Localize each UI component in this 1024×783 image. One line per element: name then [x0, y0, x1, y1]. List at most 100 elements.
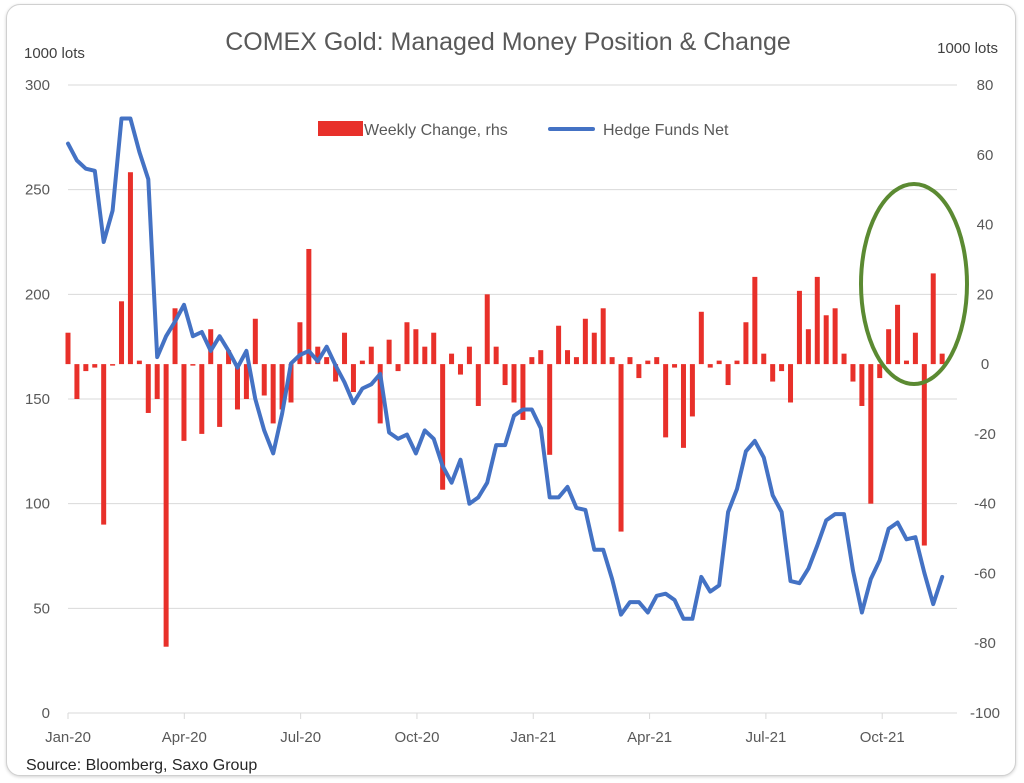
weekly-change-bar: [234, 364, 240, 410]
x-tick-label: Oct-20: [394, 729, 439, 746]
weekly-change-bar: [74, 364, 80, 399]
weekly-change-bar: [127, 172, 133, 365]
chart-frame: [6, 4, 1016, 776]
weekly-change-bars: [65, 172, 945, 647]
left-tick-label: 200: [25, 286, 50, 303]
x-tick-label: Apr-21: [627, 729, 672, 746]
weekly-change-bar: [279, 364, 285, 410]
weekly-change-bar: [636, 364, 642, 379]
left-tick-label: 100: [25, 496, 50, 513]
left-tick-label: 50: [33, 600, 50, 617]
weekly-change-bar: [841, 353, 847, 365]
weekly-change-bar: [297, 322, 303, 365]
x-tick-label: Jan-20: [45, 729, 91, 746]
weekly-change-bar: [270, 364, 276, 424]
weekly-change-bar: [680, 364, 686, 448]
weekly-change-bar: [190, 364, 196, 366]
weekly-change-bar: [466, 346, 472, 365]
weekly-change-bar: [796, 290, 802, 365]
weekly-change-bar: [350, 364, 356, 393]
weekly-change-bar: [921, 364, 927, 546]
weekly-change-bar: [832, 308, 838, 365]
weekly-change-bar: [582, 318, 588, 365]
weekly-change-bar: [377, 364, 383, 424]
weekly-change-bar: [868, 364, 874, 504]
legend: Weekly Change, rhs Hedge Funds Net: [318, 121, 729, 139]
weekly-change-bar: [101, 364, 107, 525]
weekly-change-bar: [252, 318, 258, 365]
weekly-change-bar: [136, 360, 142, 365]
weekly-change-bar: [573, 357, 579, 365]
chart-title: COMEX Gold: Managed Money Position & Cha…: [225, 28, 791, 56]
source-note: Source: Bloomberg, Saxo Group: [26, 757, 257, 774]
weekly-change-bar: [609, 357, 615, 365]
weekly-change-bar: [556, 325, 562, 365]
right-tick-label: 80: [977, 77, 994, 94]
weekly-change-bar: [903, 360, 909, 365]
legend-swatch-weekly-change: [318, 121, 363, 136]
weekly-change-bar: [493, 346, 499, 365]
x-tick-label: Jan-21: [510, 729, 556, 746]
left-tick-label: 150: [25, 391, 50, 408]
weekly-change-bar: [502, 364, 508, 386]
weekly-change-bar: [895, 304, 901, 365]
right-tick-label: 60: [977, 147, 994, 164]
weekly-change-bar: [226, 350, 232, 365]
weekly-change-bar: [600, 308, 606, 365]
weekly-change-bar: [725, 364, 731, 386]
weekly-change-bar: [627, 357, 633, 365]
weekly-change-bar: [645, 360, 651, 365]
weekly-change-bar: [181, 364, 187, 441]
weekly-change-bar: [395, 364, 401, 372]
weekly-change-bar: [217, 364, 223, 427]
right-tick-label: -80: [974, 635, 996, 652]
weekly-change-bar: [663, 364, 669, 438]
weekly-change-bar: [431, 332, 437, 365]
weekly-change-bar: [770, 364, 776, 382]
weekly-change-bar: [172, 308, 178, 365]
right-tick-label: -100: [970, 705, 1000, 722]
x-tick-label: Jul-20: [280, 729, 321, 746]
highlight-ellipse: [859, 182, 969, 386]
x-tick-label: Oct-21: [860, 729, 905, 746]
gridlines: [68, 84, 957, 714]
weekly-change-bar: [788, 364, 794, 403]
left-tick-label: 250: [25, 182, 50, 199]
weekly-change-bar: [315, 346, 321, 365]
weekly-change-bar: [404, 322, 410, 365]
weekly-change-bar: [333, 364, 339, 382]
weekly-change-bar: [163, 364, 169, 647]
weekly-change-bar: [449, 353, 455, 365]
weekly-change-bar: [618, 364, 624, 532]
weekly-change-bar: [243, 364, 249, 399]
x-tick-label: Jul-21: [745, 729, 786, 746]
right-tick-label: 40: [977, 217, 994, 234]
weekly-change-bar: [912, 332, 918, 365]
weekly-change-bar: [547, 364, 553, 455]
weekly-change-bar: [92, 364, 98, 368]
right-axis-ticks: -100 -80 -60 -40 -20 0 20 40 60 80: [970, 77, 1000, 722]
weekly-change-bar: [306, 248, 312, 365]
weekly-change-bar: [707, 364, 713, 368]
weekly-change-bar: [288, 364, 294, 403]
weekly-change-bar: [119, 301, 125, 365]
right-tick-label: -60: [974, 565, 996, 582]
right-tick-label: -40: [974, 496, 996, 513]
weekly-change-bar: [734, 360, 740, 365]
hedge-funds-net-line: [66, 116, 945, 621]
weekly-change-bar: [752, 276, 758, 365]
weekly-change-bar: [672, 364, 678, 368]
left-tick-label: 0: [42, 705, 50, 722]
weekly-change-bar: [342, 332, 348, 365]
weekly-change-bar: [743, 322, 749, 365]
weekly-change-bar: [805, 329, 811, 365]
right-axis-label: 1000 lots: [937, 40, 998, 57]
weekly-change-bar: [475, 364, 481, 406]
weekly-change-bar: [716, 360, 722, 365]
weekly-change-bar: [689, 364, 695, 417]
weekly-change-bar: [591, 332, 597, 365]
legend-label-hedge-funds: Hedge Funds Net: [603, 122, 729, 139]
weekly-change-bar: [761, 353, 767, 365]
weekly-change-bar: [565, 350, 571, 365]
weekly-change-bar: [386, 339, 392, 365]
